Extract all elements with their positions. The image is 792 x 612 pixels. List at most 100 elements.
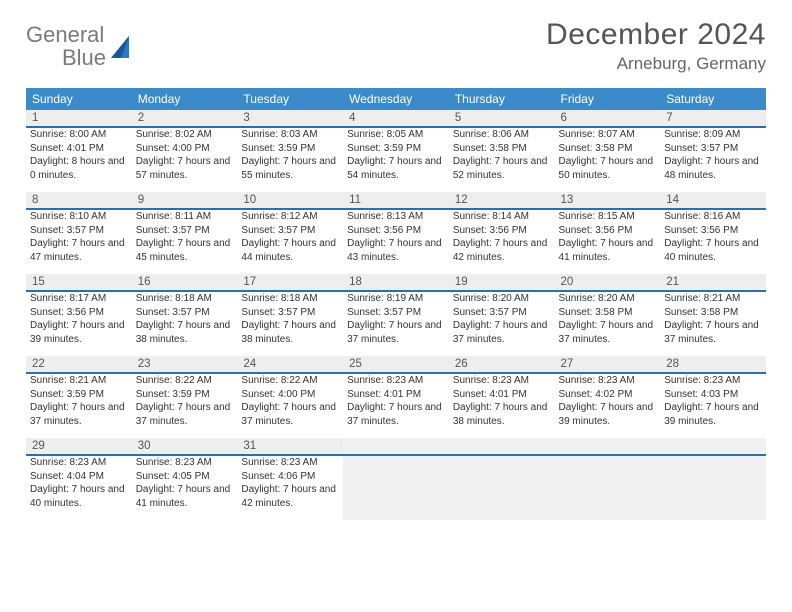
daylight-line: Daylight: 7 hours and 37 minutes. <box>347 401 445 428</box>
sunset-line: Sunset: 4:01 PM <box>30 142 128 156</box>
day-cell <box>449 455 555 520</box>
sunrise-line: Sunrise: 8:20 AM <box>453 292 551 306</box>
day-number-cell: 28 <box>660 356 766 373</box>
day-number-cell: 13 <box>555 192 661 209</box>
day-cell: Sunrise: 8:16 AMSunset: 3:56 PMDaylight:… <box>660 209 766 274</box>
daylight-line: Daylight: 7 hours and 50 minutes. <box>559 155 657 182</box>
sunset-line: Sunset: 4:00 PM <box>136 142 234 156</box>
daylight-line: Daylight: 7 hours and 41 minutes. <box>136 483 234 510</box>
sunset-line: Sunset: 3:58 PM <box>453 142 551 156</box>
calendar-table: Sunday Monday Tuesday Wednesday Thursday… <box>26 88 766 520</box>
sunset-line: Sunset: 4:02 PM <box>559 388 657 402</box>
sunrise-line: Sunrise: 8:13 AM <box>347 210 445 224</box>
day-number-cell: 15 <box>26 274 132 291</box>
dow-friday: Friday <box>555 88 661 110</box>
day-number-cell: 27 <box>555 356 661 373</box>
day-number-cell: 11 <box>343 192 449 209</box>
day-cell: Sunrise: 8:02 AMSunset: 4:00 PMDaylight:… <box>132 127 238 192</box>
day-of-week-row: Sunday Monday Tuesday Wednesday Thursday… <box>26 88 766 110</box>
sunrise-line: Sunrise: 8:23 AM <box>347 374 445 388</box>
sunrise-line: Sunrise: 8:16 AM <box>664 210 762 224</box>
sunset-line: Sunset: 3:56 PM <box>30 306 128 320</box>
day-cell: Sunrise: 8:03 AMSunset: 3:59 PMDaylight:… <box>237 127 343 192</box>
sunset-line: Sunset: 3:57 PM <box>241 224 339 238</box>
daylight-line: Daylight: 7 hours and 44 minutes. <box>241 237 339 264</box>
sunset-line: Sunset: 4:05 PM <box>136 470 234 484</box>
day-number-cell: 16 <box>132 274 238 291</box>
sunrise-line: Sunrise: 8:17 AM <box>30 292 128 306</box>
day-number-cell: 24 <box>237 356 343 373</box>
sunset-line: Sunset: 3:57 PM <box>241 306 339 320</box>
sunrise-line: Sunrise: 8:12 AM <box>241 210 339 224</box>
day-number-cell <box>660 438 766 455</box>
daylight-line: Daylight: 7 hours and 37 minutes. <box>453 319 551 346</box>
day-cell <box>555 455 661 520</box>
day-cell: Sunrise: 8:00 AMSunset: 4:01 PMDaylight:… <box>26 127 132 192</box>
sunrise-line: Sunrise: 8:18 AM <box>136 292 234 306</box>
day-number-cell: 7 <box>660 110 766 127</box>
sunrise-line: Sunrise: 8:23 AM <box>453 374 551 388</box>
sunset-line: Sunset: 3:57 PM <box>136 224 234 238</box>
day-number-cell: 30 <box>132 438 238 455</box>
day-cell: Sunrise: 8:05 AMSunset: 3:59 PMDaylight:… <box>343 127 449 192</box>
daylight-line: Daylight: 7 hours and 48 minutes. <box>664 155 762 182</box>
sunset-line: Sunset: 4:06 PM <box>241 470 339 484</box>
sunrise-line: Sunrise: 8:05 AM <box>347 128 445 142</box>
dow-saturday: Saturday <box>660 88 766 110</box>
day-number-cell: 26 <box>449 356 555 373</box>
daylight-line: Daylight: 7 hours and 57 minutes. <box>136 155 234 182</box>
day-number-cell: 2 <box>132 110 238 127</box>
daylight-line: Daylight: 7 hours and 38 minutes. <box>453 401 551 428</box>
day-cell: Sunrise: 8:13 AMSunset: 3:56 PMDaylight:… <box>343 209 449 274</box>
daylight-line: Daylight: 7 hours and 39 minutes. <box>664 401 762 428</box>
page-title: December 2024 <box>546 18 766 52</box>
daylight-line: Daylight: 7 hours and 37 minutes. <box>136 401 234 428</box>
sunrise-line: Sunrise: 8:10 AM <box>30 210 128 224</box>
sunset-line: Sunset: 3:59 PM <box>241 142 339 156</box>
dow-wednesday: Wednesday <box>343 88 449 110</box>
sunrise-line: Sunrise: 8:21 AM <box>30 374 128 388</box>
sunrise-line: Sunrise: 8:07 AM <box>559 128 657 142</box>
day-cell: Sunrise: 8:22 AMSunset: 3:59 PMDaylight:… <box>132 373 238 438</box>
sunset-line: Sunset: 3:57 PM <box>30 224 128 238</box>
sunrise-line: Sunrise: 8:06 AM <box>453 128 551 142</box>
day-number-cell: 22 <box>26 356 132 373</box>
day-number-cell: 17 <box>237 274 343 291</box>
day-cell: Sunrise: 8:14 AMSunset: 3:56 PMDaylight:… <box>449 209 555 274</box>
sunset-line: Sunset: 3:59 PM <box>30 388 128 402</box>
sunrise-line: Sunrise: 8:23 AM <box>30 456 128 470</box>
logo-text-general: General <box>26 22 104 47</box>
day-cell: Sunrise: 8:23 AMSunset: 4:01 PMDaylight:… <box>449 373 555 438</box>
sunrise-line: Sunrise: 8:03 AM <box>241 128 339 142</box>
daylight-line: Daylight: 7 hours and 54 minutes. <box>347 155 445 182</box>
daylight-line: Daylight: 7 hours and 38 minutes. <box>241 319 339 346</box>
day-number-cell: 10 <box>237 192 343 209</box>
sunset-line: Sunset: 3:58 PM <box>664 306 762 320</box>
sunset-line: Sunset: 3:56 PM <box>664 224 762 238</box>
day-number-cell: 9 <box>132 192 238 209</box>
logo: General Blue <box>26 24 135 70</box>
day-number-cell: 1 <box>26 110 132 127</box>
day-number-cell: 19 <box>449 274 555 291</box>
day-number-cell: 4 <box>343 110 449 127</box>
sunrise-line: Sunrise: 8:15 AM <box>559 210 657 224</box>
day-cell <box>343 455 449 520</box>
day-number-cell: 14 <box>660 192 766 209</box>
daynum-row: 22232425262728 <box>26 356 766 373</box>
day-cell: Sunrise: 8:23 AMSunset: 4:01 PMDaylight:… <box>343 373 449 438</box>
day-number-cell <box>449 438 555 455</box>
day-cell: Sunrise: 8:23 AMSunset: 4:03 PMDaylight:… <box>660 373 766 438</box>
day-cell: Sunrise: 8:17 AMSunset: 3:56 PMDaylight:… <box>26 291 132 356</box>
day-cell: Sunrise: 8:21 AMSunset: 3:59 PMDaylight:… <box>26 373 132 438</box>
week-row: Sunrise: 8:23 AMSunset: 4:04 PMDaylight:… <box>26 455 766 520</box>
sunset-line: Sunset: 3:59 PM <box>136 388 234 402</box>
day-cell: Sunrise: 8:18 AMSunset: 3:57 PMDaylight:… <box>132 291 238 356</box>
day-cell: Sunrise: 8:10 AMSunset: 3:57 PMDaylight:… <box>26 209 132 274</box>
sunrise-line: Sunrise: 8:20 AM <box>559 292 657 306</box>
daylight-line: Daylight: 7 hours and 41 minutes. <box>559 237 657 264</box>
day-number-cell: 8 <box>26 192 132 209</box>
day-number-cell: 20 <box>555 274 661 291</box>
sunset-line: Sunset: 3:56 PM <box>559 224 657 238</box>
dow-thursday: Thursday <box>449 88 555 110</box>
sunrise-line: Sunrise: 8:18 AM <box>241 292 339 306</box>
